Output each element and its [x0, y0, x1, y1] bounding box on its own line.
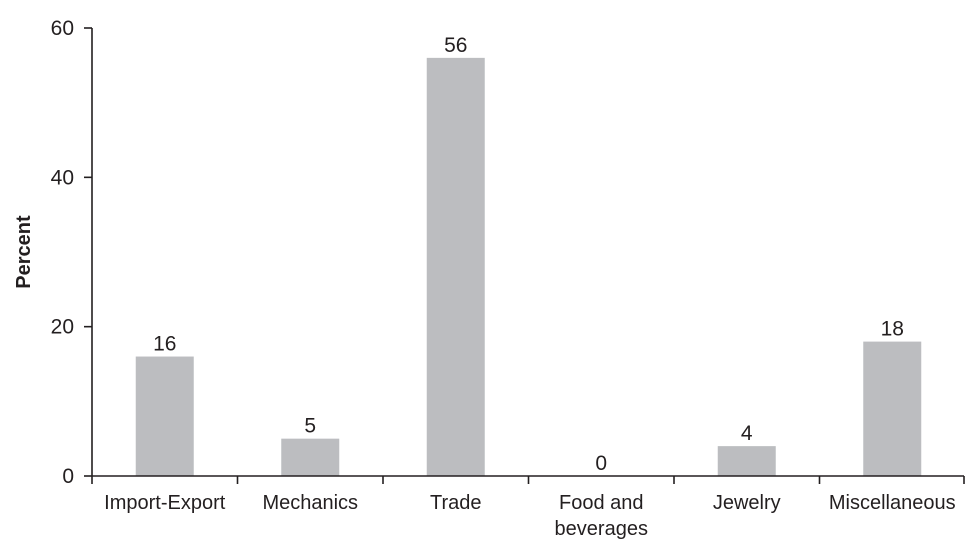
axes-layer [84, 27, 965, 484]
data-label-import-export: 16 [153, 333, 176, 356]
bars-layer [135, 57, 922, 476]
x-category-label-miscellaneous: Miscellaneous [829, 492, 956, 514]
data-label-trade: 56 [444, 34, 467, 57]
y-axis-title: Percent [13, 215, 35, 289]
x-category-label-trade: Trade [430, 492, 482, 514]
x-category-label-import-export: Import-Export [104, 492, 226, 514]
y-tick-label: 20 [51, 316, 74, 339]
x-category-label-mechanics: Mechanics [262, 492, 358, 514]
y-axis-title-group: Percent [13, 215, 35, 289]
data-label-miscellaneous: 18 [881, 318, 904, 341]
x-category-label-food-and-beverages: Food and beverages [555, 492, 648, 540]
data-label-jewelry: 4 [741, 422, 753, 445]
y-tick-label: 60 [51, 17, 74, 40]
x-category-label-jewelry: Jewelry [713, 492, 781, 514]
bar-import-export [135, 356, 194, 476]
bar-miscellaneous [863, 341, 922, 476]
data-label-mechanics: 5 [304, 415, 316, 438]
data-label-food-and-beverages: 0 [595, 452, 607, 475]
y-tick-label: 40 [51, 166, 74, 189]
bar-jewelry [717, 446, 776, 476]
y-tick-label: 0 [62, 465, 74, 488]
bar-trade [426, 57, 485, 476]
bar-mechanics [281, 438, 340, 476]
